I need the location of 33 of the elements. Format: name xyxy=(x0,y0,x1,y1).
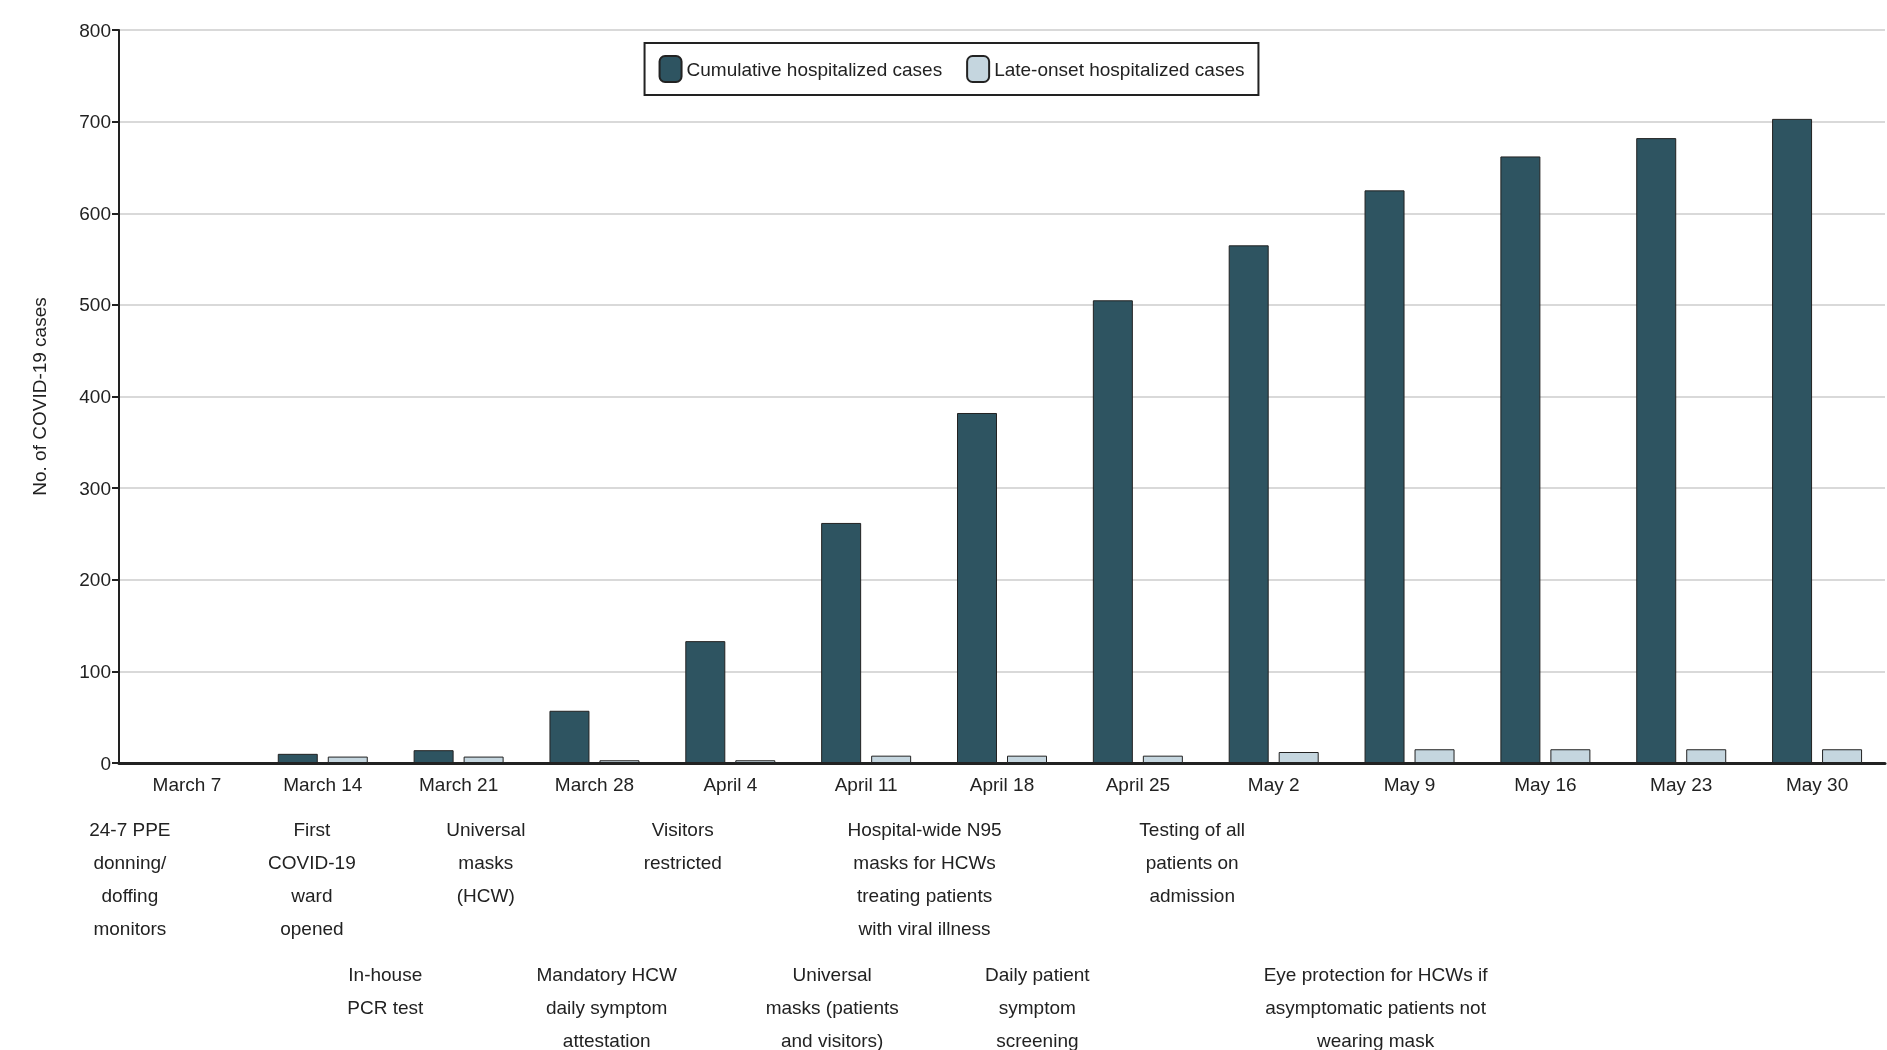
x-tick-label: March 28 xyxy=(554,774,635,795)
y-tick-label: 400 xyxy=(79,386,111,407)
x-tick-label: May 23 xyxy=(1650,774,1713,795)
text: Universal masks (HCW) xyxy=(446,819,526,906)
text: Hospital-wide N95 masks for HCWs treating patients with viral illness xyxy=(847,819,1002,939)
x-tick-label: May 9 xyxy=(1383,774,1436,795)
y-tick-label: 0 xyxy=(100,752,111,774)
x-tick-label: March 7 xyxy=(152,774,222,795)
text: Mandatory HCW daily symptom attestation xyxy=(536,964,677,1050)
x-tick-label: April 11 xyxy=(834,774,898,795)
y-tick-label: 300 xyxy=(79,477,111,499)
y-axis-title: No. of COVID-19 cases xyxy=(29,297,50,496)
y-tick-label: 700 xyxy=(79,111,111,133)
x-tick-label: March 14 xyxy=(283,774,363,795)
legend-label: Cumulative hospitalized cases xyxy=(686,58,943,80)
x-tick-label: May 16 xyxy=(1514,774,1577,795)
legend-label: Late-onset hospitalized cases xyxy=(994,58,1245,80)
text: First COVID-19 ward opened xyxy=(268,819,356,939)
y-tick-label: 200 xyxy=(79,569,111,591)
y-tick-label: 600 xyxy=(79,202,111,224)
y-tick-label: 800 xyxy=(79,19,111,41)
text: 24-7 PPE donning/ doffing monitors xyxy=(89,819,171,939)
x-tick-label: April 4 xyxy=(703,774,758,795)
text: Visitors restricted xyxy=(643,819,722,873)
y-tick-label: 500 xyxy=(79,294,111,316)
x-tick-label: May 30 xyxy=(1785,774,1849,795)
text: Testing of all patients on admission xyxy=(1139,819,1245,906)
x-tick-label: May 2 xyxy=(1247,774,1300,795)
x-tick-label: March 21 xyxy=(419,774,499,795)
y-tick-label: 100 xyxy=(79,660,111,682)
text: In-house PCR test xyxy=(347,964,424,1018)
x-tick-label: April 18 xyxy=(969,774,1035,795)
x-tick-label: April 25 xyxy=(1105,774,1171,795)
